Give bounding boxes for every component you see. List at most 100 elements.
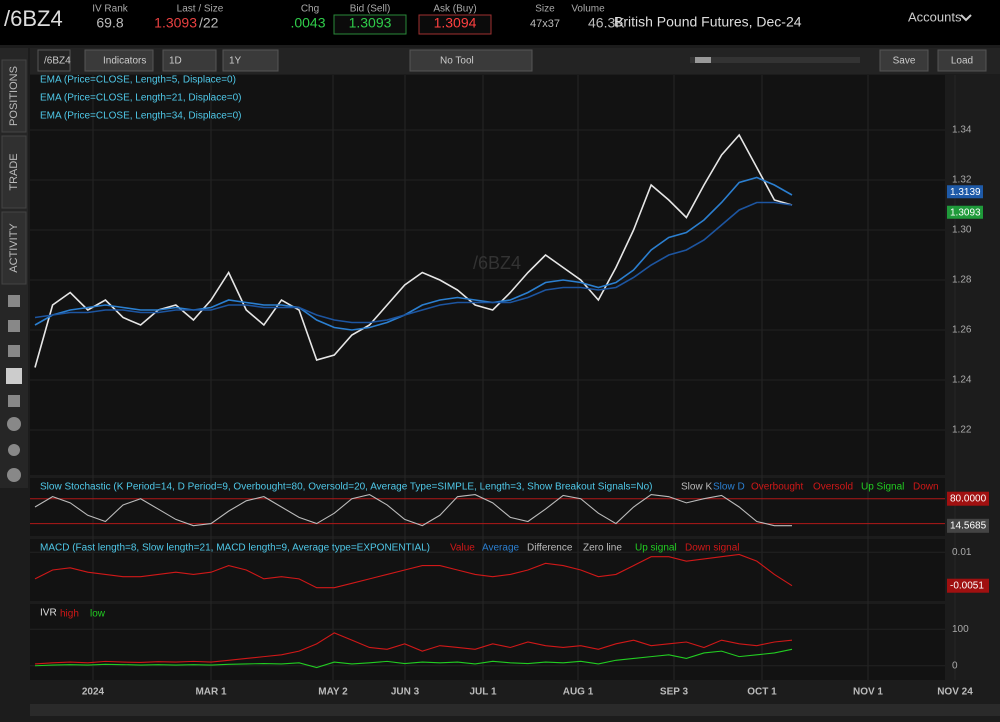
indicators-button[interactable] xyxy=(84,49,154,72)
range-button[interactable] xyxy=(222,49,279,72)
last-label: 14.5685 xyxy=(950,520,987,531)
field-label: Last / Size xyxy=(177,4,224,15)
legend-item: Up signal xyxy=(635,543,677,554)
field-label: Size xyxy=(535,4,555,15)
field-value: 47x37 xyxy=(530,18,560,30)
legend-item: high xyxy=(60,609,79,620)
field-value: 46.3K xyxy=(588,15,625,31)
indicators-label[interactable]: Indicators xyxy=(103,56,146,67)
field-label: Ask (Buy) xyxy=(433,4,476,15)
field-value: .0043 xyxy=(290,15,325,31)
symbol-button[interactable] xyxy=(37,49,71,72)
save-label[interactable]: Save xyxy=(893,56,916,67)
series-line xyxy=(34,553,793,589)
series-line xyxy=(34,176,793,331)
field-value[interactable]: 1.3094 xyxy=(434,15,477,31)
price-label: 1.3139 xyxy=(950,187,981,198)
legend-item: Zero line xyxy=(583,543,622,554)
icon[interactable] xyxy=(8,444,20,456)
x-tick-label: JUL 1 xyxy=(469,687,496,698)
scrollbar[interactable] xyxy=(30,704,1000,716)
study-label: EMA (Price=CLOSE, Length=5, Displace=0) xyxy=(40,75,236,86)
range-label[interactable]: 1Y xyxy=(229,56,242,67)
x-tick-label: SEP 3 xyxy=(660,687,689,698)
zoom-slider[interactable] xyxy=(690,57,860,63)
study-title: IVR xyxy=(40,608,57,619)
field-label: IV Rank xyxy=(92,4,129,15)
x-tick-label: JUN 3 xyxy=(391,687,420,698)
level-badge xyxy=(947,491,989,506)
x-tick-label: NOV 1 xyxy=(853,687,883,698)
legend-item: Down xyxy=(913,482,939,493)
y-tick-label: 1.28 xyxy=(952,275,972,286)
study-label: EMA (Price=CLOSE, Length=34, Displace=0) xyxy=(40,111,242,122)
y-tick-label: 1.22 xyxy=(952,425,972,436)
price-panel xyxy=(30,75,945,475)
icon[interactable] xyxy=(7,468,21,482)
legend-item: Value xyxy=(450,543,475,554)
legend-item: Slow D xyxy=(713,482,745,493)
study-label: EMA (Price=CLOSE, Length=21, Displace=0) xyxy=(40,93,242,104)
legend-item: low xyxy=(90,609,106,620)
y-tick-label: 1.32 xyxy=(952,175,972,186)
legend-item: Down signal xyxy=(685,543,739,554)
sidebar-tab-label[interactable]: ACTIVITY xyxy=(8,223,20,273)
study-title: Slow Stochastic (K Period=14, D Period=9… xyxy=(40,482,653,493)
legend-item: Oversold xyxy=(813,482,853,493)
zoom-thumb[interactable] xyxy=(695,57,711,63)
aggregation-label[interactable]: 1D xyxy=(169,56,182,67)
field-label: Volume xyxy=(571,4,605,15)
x-tick-label: AUG 1 xyxy=(563,687,594,698)
sidebar-tab-label[interactable]: TRADE xyxy=(8,153,20,190)
macd-panel xyxy=(30,539,945,601)
series-line xyxy=(34,632,793,665)
price-label: 1.3093 xyxy=(950,207,981,218)
last-label: -0.0051 xyxy=(950,580,984,591)
level-label: 80.0000 xyxy=(950,493,987,504)
y-tick-label: 1.30 xyxy=(952,225,972,236)
sidebar-tab-label[interactable]: POSITIONS xyxy=(8,66,20,126)
field-value: 69.8 xyxy=(96,15,123,31)
x-tick-label: MAY 2 xyxy=(318,687,348,698)
quote-box[interactable] xyxy=(418,14,492,35)
accounts[interactable]: Accounts xyxy=(908,9,962,24)
icon[interactable] xyxy=(8,320,20,332)
price-badge xyxy=(947,185,983,199)
sidebar-tab[interactable] xyxy=(1,135,27,209)
legend-item: Average xyxy=(482,543,520,554)
icon[interactable] xyxy=(8,345,20,357)
x-tick-label: MAR 1 xyxy=(195,687,227,698)
icon[interactable] xyxy=(8,395,20,407)
load-button[interactable] xyxy=(937,49,987,72)
study-title: MACD (Fast length=8, Slow length=21, MAC… xyxy=(40,543,430,554)
field-label: Bid (Sell) xyxy=(350,4,391,15)
load-label[interactable]: Load xyxy=(951,56,973,67)
field-value[interactable]: 1.3093 xyxy=(349,15,392,31)
header-bar xyxy=(0,0,1000,45)
quote-box[interactable] xyxy=(333,14,407,35)
y-tick-label: 0.01 xyxy=(952,547,972,558)
sidebar-tab[interactable] xyxy=(1,59,27,133)
chevron xyxy=(960,14,972,22)
legend-item: Overbought xyxy=(751,482,803,493)
tool-button[interactable] xyxy=(409,49,533,72)
icon[interactable] xyxy=(6,368,22,384)
field-value: 1.3093 xyxy=(154,15,197,31)
price-badge xyxy=(947,205,983,219)
tool-label[interactable]: No Tool xyxy=(440,56,474,67)
series-line xyxy=(34,493,792,527)
icon[interactable] xyxy=(8,295,20,307)
x-tick-label: OCT 1 xyxy=(747,687,777,698)
field-label: Chg xyxy=(301,4,319,15)
legend-item: Slow K xyxy=(681,482,712,493)
save-button[interactable] xyxy=(879,49,929,72)
sidebar-tab[interactable] xyxy=(1,211,27,285)
y-tick-label: 1.34 xyxy=(952,125,972,136)
stochastic-panel xyxy=(30,478,945,536)
sidebar-icons xyxy=(6,295,22,482)
icon[interactable] xyxy=(7,417,21,431)
ivr-panel xyxy=(30,604,945,680)
y-tick-label: 1.26 xyxy=(952,325,972,336)
aggregation-button[interactable] xyxy=(162,49,217,72)
last-badge xyxy=(947,578,989,593)
